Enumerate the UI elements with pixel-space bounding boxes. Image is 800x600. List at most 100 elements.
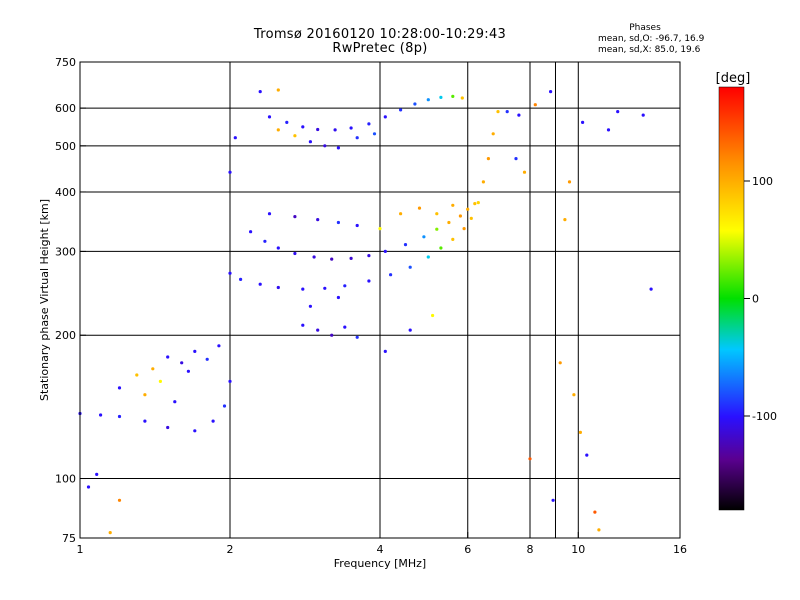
data-point-4-9	[451, 203, 455, 207]
data-point-1-2	[276, 246, 280, 250]
data-point-7-6	[336, 295, 340, 300]
data-point-0-4	[301, 287, 305, 291]
data-point-2-0	[267, 115, 272, 119]
x-tick-label-6: 16	[673, 543, 687, 556]
data-point-1-3	[293, 251, 297, 256]
data-point-8-26	[522, 170, 527, 174]
data-point-8-13	[641, 113, 645, 117]
data-point-8-4	[258, 90, 262, 94]
data-point-0-12	[451, 237, 455, 241]
y-axis-label: Stationary phase Virtual Height [km]	[38, 199, 51, 401]
data-point-7-0	[301, 323, 305, 327]
x-tick-label-3: 6	[464, 543, 471, 556]
x-tick-label-5: 10	[571, 543, 585, 556]
data-point-5-6	[211, 419, 215, 423]
data-point-1-1	[263, 239, 267, 243]
data-point-2-11	[439, 95, 443, 99]
data-point-8-14	[649, 287, 653, 291]
data-point-2-9	[413, 102, 417, 106]
data-point-4-8	[435, 212, 439, 216]
data-point-1-14	[466, 207, 470, 211]
data-point-1-0	[249, 230, 253, 234]
y-tick-label-7: 750	[55, 56, 76, 69]
data-point-2-4	[333, 128, 337, 132]
data-point-8-23	[563, 218, 567, 222]
data-point-4-6	[399, 212, 403, 216]
data-point-8-22	[551, 498, 555, 502]
data-point-7-3	[343, 325, 347, 329]
data-point-6-4	[180, 361, 184, 365]
data-point-0-14	[469, 216, 473, 220]
data-point-1-13	[458, 214, 462, 218]
data-point-1-9	[403, 243, 408, 247]
colorbar-label: [deg]	[716, 71, 751, 86]
data-point-6-11	[186, 369, 190, 373]
y-tick-label-1: 100	[55, 473, 76, 486]
data-point-2-7	[383, 115, 387, 119]
data-points	[78, 88, 653, 535]
data-point-2-12	[451, 94, 455, 98]
data-point-0-15	[476, 201, 480, 205]
data-point-1-7	[367, 254, 371, 258]
colorbar-tick-label-0: 100	[752, 175, 773, 188]
data-point-4-2	[316, 218, 320, 222]
y-tick-label-0: 75	[62, 532, 76, 545]
data-point-2-1	[285, 120, 289, 124]
data-point-8-18	[585, 453, 589, 457]
data-point-8-8	[533, 103, 537, 107]
data-point-8-15	[558, 361, 562, 365]
y-tick-label-3: 300	[55, 245, 76, 258]
y-tick-label-4: 400	[55, 186, 76, 199]
data-point-2-8	[399, 108, 403, 112]
data-point-6-1	[135, 373, 139, 377]
data-point-1-4	[312, 255, 316, 259]
data-point-2-10	[426, 98, 430, 102]
data-point-8-12	[616, 110, 620, 114]
grid-lines	[80, 62, 680, 538]
data-point-6-0	[117, 386, 122, 390]
data-point-5-2	[117, 414, 122, 419]
data-point-0-6	[343, 284, 347, 288]
data-point-6-2	[151, 367, 155, 371]
data-point-3-5	[355, 136, 359, 140]
data-point-8-20	[597, 528, 601, 532]
data-point-0-7	[367, 279, 371, 283]
data-point-4-4	[355, 223, 359, 228]
y-tick-label-2: 200	[55, 329, 76, 342]
data-point-8-21	[528, 457, 532, 461]
data-point-7-1	[316, 328, 320, 332]
data-point-0-17	[486, 157, 490, 161]
data-point-0-13	[462, 227, 466, 231]
phase-stats-title: Phases	[629, 23, 661, 33]
data-point-4-3	[336, 220, 340, 225]
data-point-1-12	[447, 220, 451, 225]
data-point-4-5	[378, 227, 382, 231]
data-point-8-11	[606, 128, 611, 132]
data-point-8-3	[233, 136, 237, 140]
data-point-1-11	[435, 227, 439, 231]
axes: 1 2 4 6 8 10 16 75 100 200 300 400 500 600 750	[55, 56, 687, 556]
data-point-0-19	[496, 110, 500, 114]
data-point-4-1	[293, 215, 297, 219]
data-point-6-8	[143, 393, 147, 397]
data-point-5-5	[193, 429, 197, 433]
data-point-7-4	[355, 335, 359, 339]
data-point-1-8	[383, 249, 387, 253]
data-point-8-24	[567, 180, 572, 184]
data-point-2-6	[367, 122, 371, 126]
data-point-5-7	[222, 404, 227, 408]
x-axis-label: Frequency [MHz]	[334, 557, 426, 570]
data-point-4-0	[267, 212, 272, 216]
data-point-8-25	[514, 157, 518, 161]
data-point-2-5	[349, 126, 353, 130]
data-point-8-7	[517, 113, 521, 117]
colorbar	[718, 86, 745, 511]
data-point-5-4	[166, 425, 170, 430]
data-point-7-2	[330, 333, 334, 337]
data-point-5-8	[228, 379, 232, 383]
data-point-8-5	[276, 88, 280, 92]
data-point-5-3	[143, 419, 147, 423]
data-point-8-27	[383, 349, 387, 353]
